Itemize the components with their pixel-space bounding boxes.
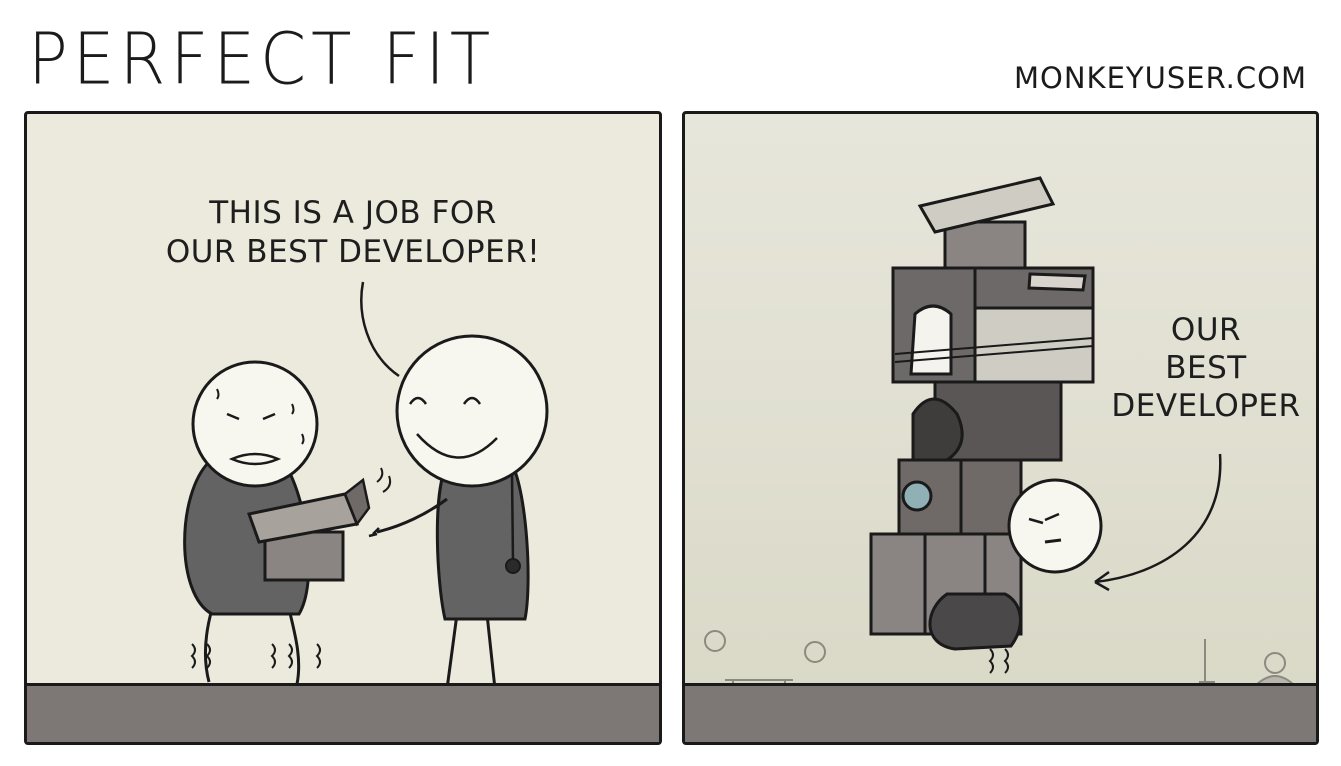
manager-figure [368,334,549,690]
label-line-3: DEVELOPER [1111,387,1301,424]
developer-label: OUR BEST DEVELOPER [1101,312,1311,425]
comic-title: PERFECT FIT [28,17,496,101]
developer-head [191,360,319,488]
speech-tail-1 [360,281,400,378]
panel-2: OUR BEST DEVELOPER [682,111,1319,745]
speech-line-2: OUR BEST DEVELOPER! [165,233,541,270]
label-line-1: OUR [1170,312,1242,348]
nervous-developer [183,360,392,685]
panel-2-scene [704,176,1298,694]
box-tower [869,176,1095,636]
manager-arm [376,497,448,534]
floor-2 [685,683,1316,742]
manager-shirt [435,462,530,621]
floor-1 [27,683,659,742]
label-line-2: BEST [1165,349,1247,386]
speech-line-1: THIS IS A JOB FOR [209,195,497,231]
label-arrow [1094,453,1222,584]
speech-bubble-1: THIS IS A JOB FOR OUR BEST DEVELOPER! [123,194,583,272]
best-developer [928,478,1103,674]
site-credit: MONKEYUSER.COM [1014,61,1307,95]
panel-1: THIS IS A JOB FOR OUR BEST DEVELOPER! [24,111,662,745]
best-developer-head [1007,478,1103,574]
manager-head [395,334,549,488]
shake-marks [190,643,321,669]
panel-1-scene [183,281,549,690]
